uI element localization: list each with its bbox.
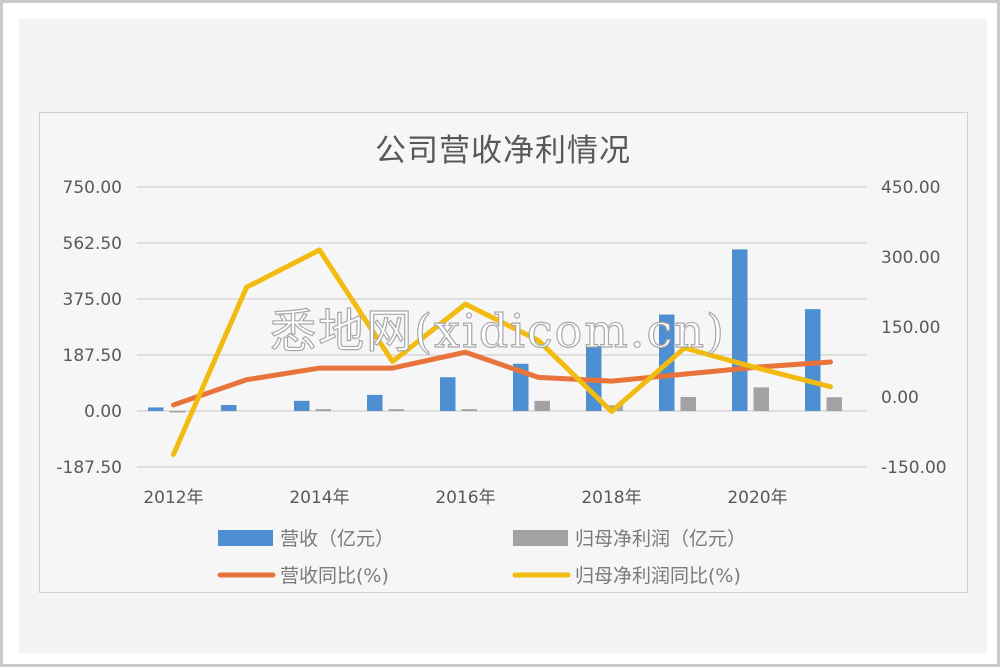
bar — [535, 401, 551, 411]
left-tick-label: 750.00 — [63, 178, 122, 198]
watermark-text: 悉地网(xidicom.cn) — [270, 304, 726, 358]
chart-title: 公司营收净利情况 — [375, 133, 631, 169]
bar — [754, 387, 770, 411]
legend-bar-swatch — [218, 530, 273, 546]
legend-bar-swatch — [513, 530, 568, 546]
legend-item: 归母净利润（亿元） — [513, 528, 746, 550]
legend-label: 归母净利润同比(%) — [575, 565, 741, 587]
right-tick-label: -150.00 — [881, 458, 947, 478]
x-tick-label: 2014年 — [289, 488, 349, 508]
x-tick-label: 2018年 — [581, 488, 641, 508]
bar — [440, 377, 456, 411]
legend: 营收（亿元） 归母净利润（亿元） 营收同比(%) 归母净利润同比(%) — [218, 528, 746, 587]
legend-label: 营收（亿元） — [280, 528, 394, 550]
x-tick-label: 2016年 — [435, 488, 495, 508]
x-axis: 2012年 2014年 2016年 2018年 2020年 — [143, 488, 787, 508]
bar — [170, 411, 186, 412]
right-tick-label: 150.00 — [881, 318, 940, 338]
bar — [294, 401, 310, 411]
left-tick-label: 562.50 — [63, 234, 122, 254]
legend-label: 归母净利润（亿元） — [575, 528, 746, 550]
x-tick-label: 2012年 — [143, 488, 203, 508]
left-tick-label: 375.00 — [63, 290, 122, 310]
bar — [221, 405, 237, 411]
bar — [367, 395, 383, 411]
left-y-axis: 750.00 562.50 375.00 187.50 0.00 -187.50 — [56, 178, 122, 478]
bar — [827, 397, 843, 411]
bar — [805, 309, 821, 411]
legend-item: 归母净利润同比(%) — [515, 565, 741, 587]
left-tick-label: 187.50 — [63, 346, 122, 366]
right-y-axis: 450.00 300.00 150.00 0.00 -150.00 — [881, 178, 947, 478]
bar — [389, 409, 405, 411]
bar — [148, 407, 164, 411]
combo-chart: 公司营收净利情况 750.00 562.50 375.00 187.50 0.00 -18… — [3, 3, 1000, 670]
bar — [732, 249, 748, 411]
legend-item: 营收同比(%) — [220, 565, 389, 587]
right-tick-label: 0.00 — [881, 388, 919, 408]
x-tick-label: 2020年 — [727, 488, 787, 508]
right-tick-label: 450.00 — [881, 178, 940, 198]
left-tick-label: -187.50 — [56, 458, 122, 478]
legend-label: 营收同比(%) — [280, 565, 389, 587]
bar — [316, 409, 332, 411]
left-tick-label: 0.00 — [84, 402, 122, 422]
bar — [681, 397, 697, 411]
bar — [462, 409, 478, 411]
right-tick-label: 300.00 — [881, 248, 940, 268]
legend-item: 营收（亿元） — [218, 528, 394, 550]
